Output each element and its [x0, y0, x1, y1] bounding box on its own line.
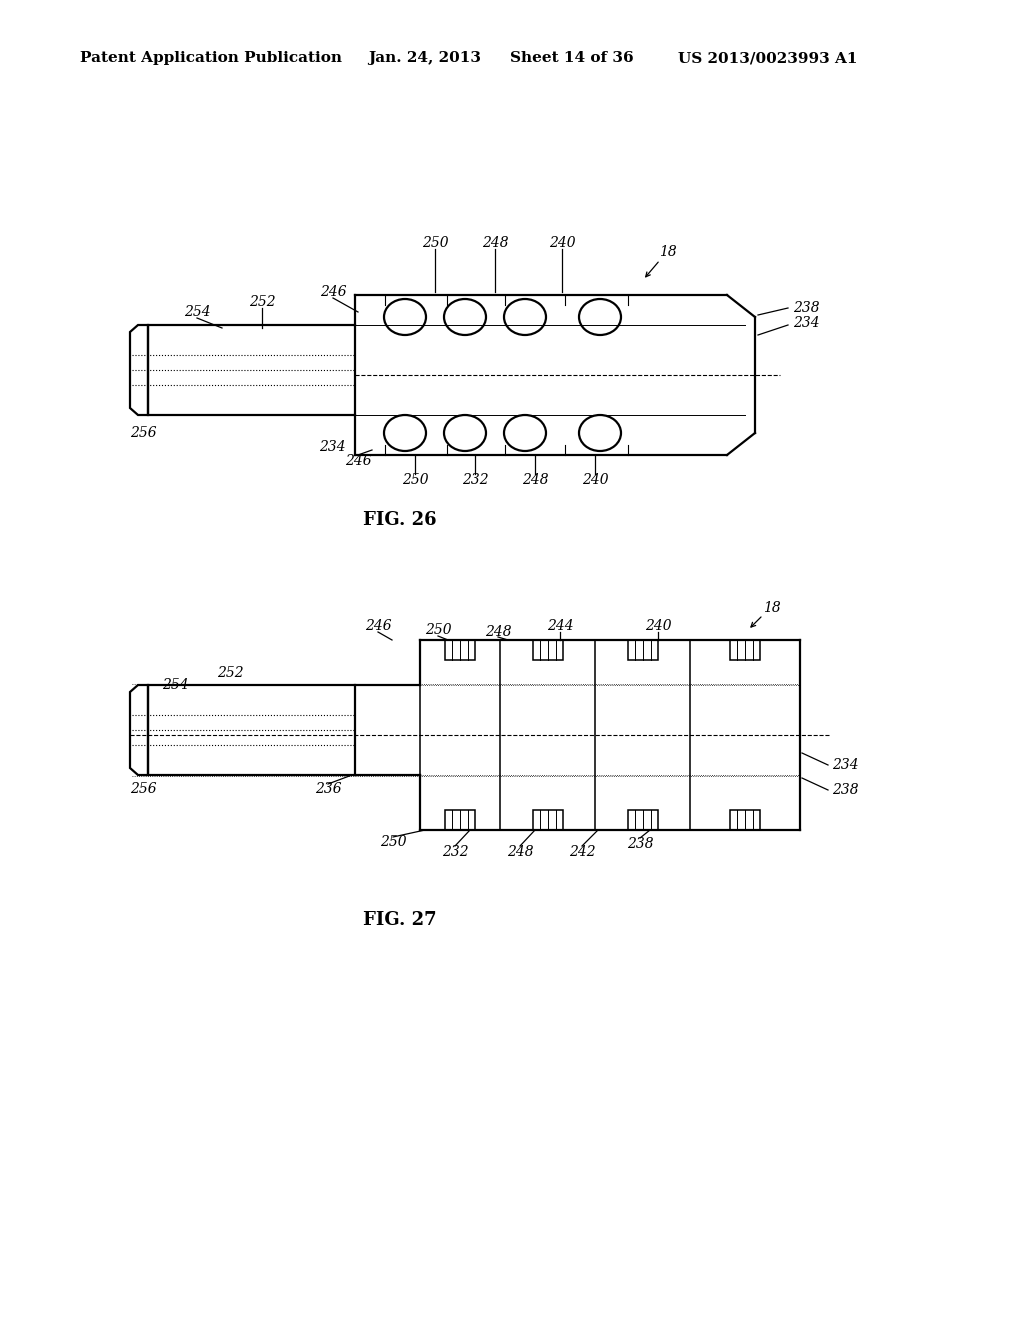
Polygon shape [534, 640, 563, 660]
Text: FIG. 26: FIG. 26 [364, 511, 437, 529]
Text: 18: 18 [763, 601, 781, 615]
Text: 248: 248 [521, 473, 548, 487]
Polygon shape [445, 640, 475, 660]
Text: 242: 242 [568, 845, 595, 859]
Text: 234: 234 [318, 440, 345, 454]
Text: 248: 248 [484, 624, 511, 639]
Text: 246: 246 [365, 619, 391, 634]
Text: 240: 240 [582, 473, 608, 487]
Text: 232: 232 [441, 845, 468, 859]
Text: 254: 254 [183, 305, 210, 319]
Text: 252: 252 [249, 294, 275, 309]
Text: US 2013/0023993 A1: US 2013/0023993 A1 [678, 51, 857, 65]
Text: 256: 256 [130, 781, 157, 796]
Polygon shape [534, 810, 563, 830]
Polygon shape [628, 810, 658, 830]
Text: 238: 238 [793, 301, 819, 315]
Polygon shape [445, 810, 475, 830]
Text: Jan. 24, 2013: Jan. 24, 2013 [368, 51, 481, 65]
Text: 250: 250 [425, 623, 452, 638]
Text: 234: 234 [831, 758, 859, 772]
Text: Patent Application Publication: Patent Application Publication [80, 51, 342, 65]
Text: 248: 248 [507, 845, 534, 859]
Text: 18: 18 [659, 246, 677, 259]
Text: Sheet 14 of 36: Sheet 14 of 36 [510, 51, 634, 65]
Text: 236: 236 [314, 781, 341, 796]
Text: 246: 246 [345, 454, 372, 469]
Polygon shape [730, 810, 760, 830]
Text: 232: 232 [462, 473, 488, 487]
Text: 238: 238 [627, 837, 653, 851]
Text: 254: 254 [162, 678, 188, 692]
Text: 256: 256 [130, 426, 157, 440]
Text: 250: 250 [401, 473, 428, 487]
Text: 252: 252 [217, 667, 244, 680]
Text: 250: 250 [380, 836, 407, 849]
Polygon shape [628, 640, 658, 660]
Text: 246: 246 [319, 285, 346, 300]
Text: 240: 240 [645, 619, 672, 634]
Text: 244: 244 [547, 619, 573, 634]
Text: 240: 240 [549, 236, 575, 249]
Text: 238: 238 [831, 783, 859, 797]
Polygon shape [730, 640, 760, 660]
Text: 250: 250 [422, 236, 449, 249]
Text: 234: 234 [793, 315, 819, 330]
Text: FIG. 27: FIG. 27 [364, 911, 437, 929]
Text: 248: 248 [481, 236, 508, 249]
